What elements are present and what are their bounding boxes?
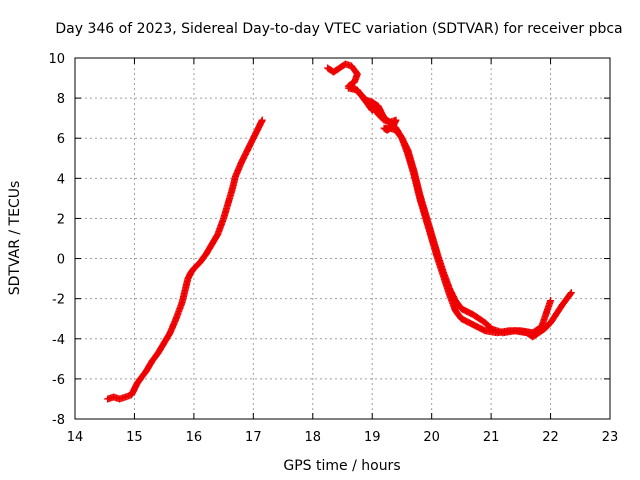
x-tick-label: 20 xyxy=(423,430,440,445)
data-point xyxy=(258,116,266,124)
x-tick-label: 15 xyxy=(126,430,143,445)
grid xyxy=(75,58,610,419)
y-tick-label: 0 xyxy=(57,253,65,268)
plot-frame xyxy=(74,57,611,420)
y-axis-label: SDTVAR / TECUs xyxy=(7,181,23,296)
y-tick-label: -6 xyxy=(52,373,65,388)
data-point xyxy=(567,289,575,297)
data-point xyxy=(566,290,574,298)
x-tick-label: 23 xyxy=(602,430,619,445)
y-tick-label: 6 xyxy=(57,132,65,147)
x-tick-label: 17 xyxy=(245,430,262,445)
x-tick-label: 21 xyxy=(483,430,500,445)
x-tick-label: 22 xyxy=(542,430,559,445)
y-tick-label: -4 xyxy=(52,333,65,348)
x-tick-label: 19 xyxy=(364,430,381,445)
y-tick-label: 4 xyxy=(57,172,65,187)
x-tick-label: 18 xyxy=(305,430,322,445)
y-tick-label: 8 xyxy=(57,92,65,107)
x-tick-label: 14 xyxy=(67,430,84,445)
data-points xyxy=(104,60,575,403)
chart-title: Day 346 of 2023, Sidereal Day-to-day VTE… xyxy=(55,21,622,37)
x-axis-label: GPS time / hours xyxy=(283,458,400,474)
y-tick-label: 2 xyxy=(57,212,65,227)
x-tick-label: 16 xyxy=(186,430,203,445)
data-point xyxy=(547,297,555,305)
y-tick-label: -2 xyxy=(52,293,65,308)
y-tick-label: 10 xyxy=(48,52,65,67)
ticks: 14 15 16 17 18 19 20 21 22 23 -8 -6 -4 -2 0 2 4 6 8 10 xyxy=(48,52,618,445)
y-tick-label: -8 xyxy=(52,413,65,428)
